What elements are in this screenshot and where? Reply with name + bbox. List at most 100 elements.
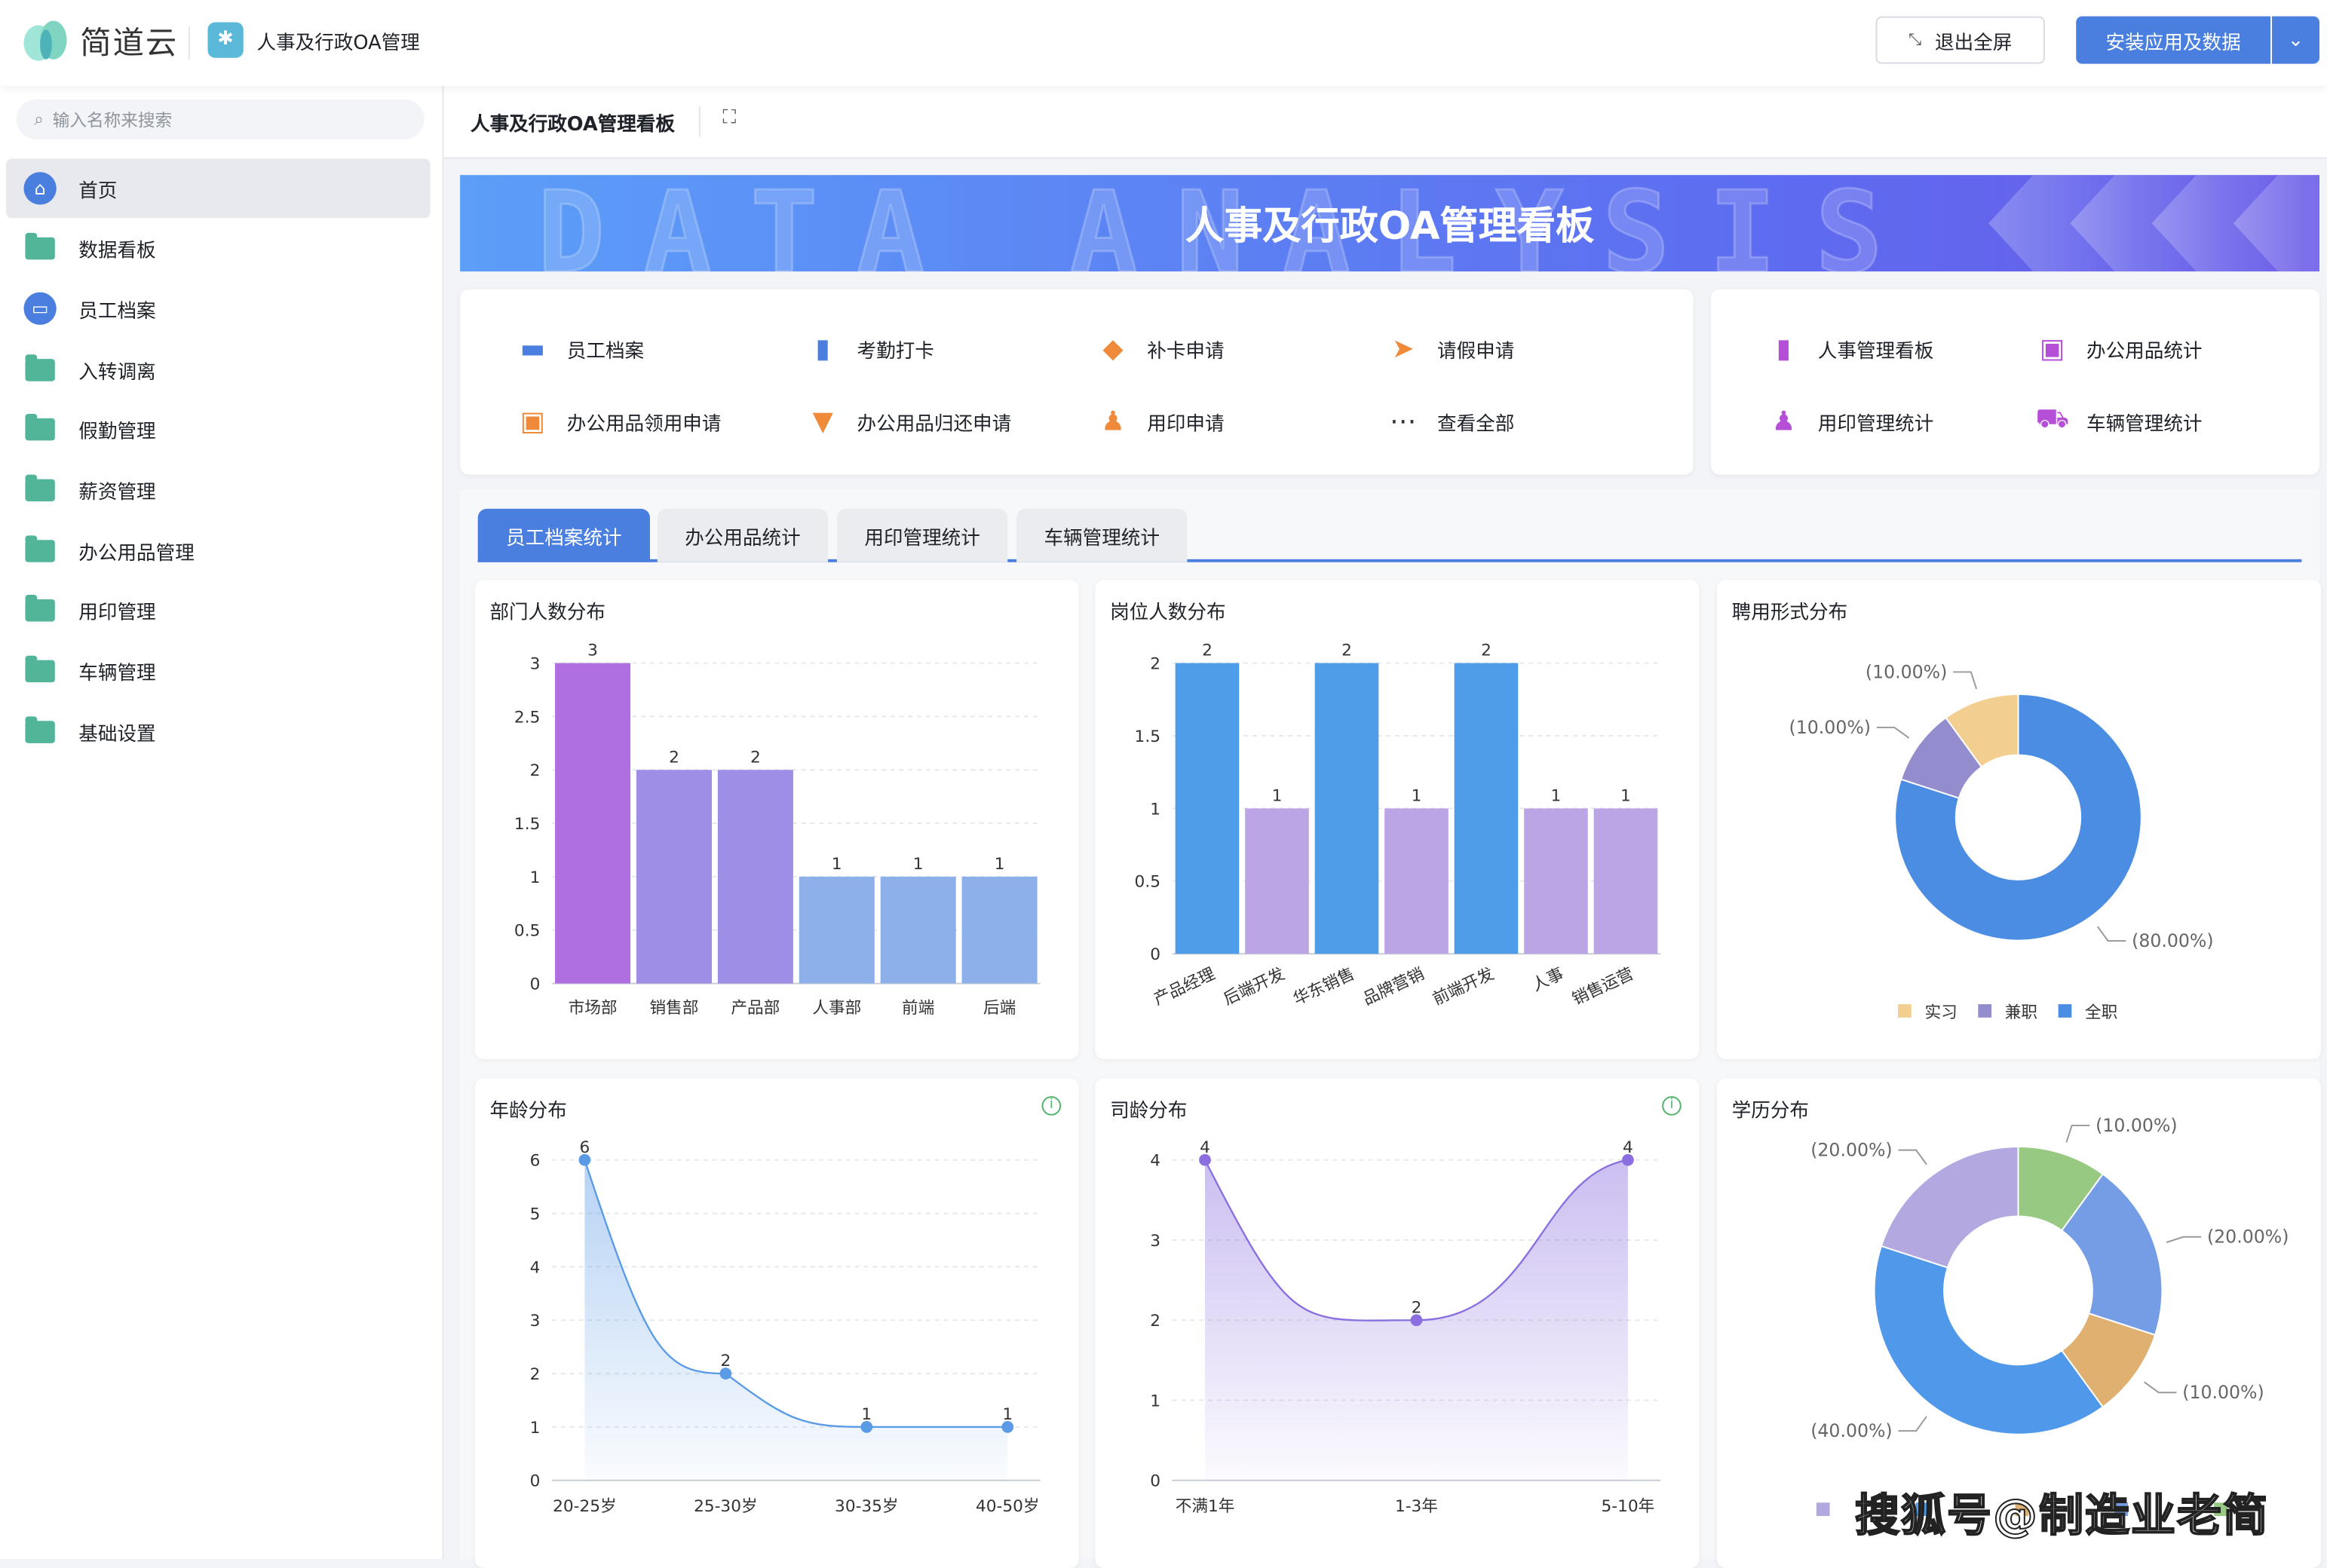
x-tick-label: 前端开发 (1430, 964, 1497, 1009)
x-tick-label: 市场部 (569, 999, 618, 1018)
bar[interactable] (1524, 808, 1588, 954)
y-tick-label: 2.5 (514, 708, 540, 727)
sidebar-item[interactable]: ⌂ 首页 (5, 158, 431, 219)
sidebar-item-label: 数据看板 (78, 240, 156, 263)
search-input[interactable]: ⌕ 输入名称来搜索 (16, 99, 425, 139)
bar[interactable] (1175, 663, 1240, 954)
bar[interactable] (1454, 663, 1519, 954)
shortcut-item[interactable]: ▬ 员工档案 (517, 332, 644, 365)
sidebar-item[interactable]: 假勤管理 (6, 400, 431, 460)
collapse-icon: ⤡ (1909, 29, 1922, 49)
sidebar-item[interactable]: 薪资管理 (6, 461, 431, 520)
report-item[interactable]: ⛟ 车辆管理统计 (2035, 403, 2202, 437)
data-label: 4 (1200, 1138, 1210, 1157)
info-icon[interactable]: i (1041, 1096, 1062, 1116)
shortcut-item[interactable]: ▣ 办公用品领用申请 (517, 405, 722, 437)
bar[interactable] (880, 876, 956, 984)
data-label: 1 (1412, 787, 1422, 806)
data-point[interactable] (1001, 1421, 1014, 1433)
label-leader-line (2096, 926, 2126, 942)
shortcut-item[interactable]: ➤ 请假申请 (1387, 332, 1514, 365)
exit-fullscreen-button[interactable]: ⤡ 退出全屏 (1875, 16, 2045, 64)
sidebar-item-label: 员工档案 (78, 301, 156, 323)
sidebar-item-label: 基础设置 (78, 723, 156, 746)
report-item[interactable]: ▣ 办公用品统计 (2036, 332, 2203, 365)
shortcut-item[interactable]: ▮ 考勤打卡 (807, 332, 934, 365)
shortcut-item[interactable]: ◆ 补卡申请 (1096, 332, 1224, 365)
data-label: 4 (1623, 1138, 1633, 1157)
box-icon: ▣ (520, 406, 546, 437)
bar[interactable] (1314, 663, 1379, 954)
y-tick-label: 6 (530, 1152, 541, 1171)
divider (698, 106, 701, 137)
slice-label: (20.00%) (2207, 1227, 2289, 1248)
shortcut-item[interactable]: ♟ 用印申请 (1096, 405, 1225, 437)
report-item[interactable]: ▮ 人事管理看板 (1767, 332, 1934, 365)
x-tick-label: 40-50岁 (976, 1497, 1039, 1516)
shortcut-item[interactable]: ▼ 办公用品归还申请 (807, 405, 1012, 437)
x-tick-label: 品牌营销 (1360, 964, 1427, 1009)
label-leader-line (1898, 1149, 1927, 1165)
tab[interactable]: 车辆管理统计 (1016, 508, 1188, 562)
bar[interactable] (1245, 808, 1309, 954)
legend-swatch (1898, 1004, 1912, 1018)
tab[interactable]: 用印管理统计 (836, 508, 1008, 562)
sidebar-item[interactable]: 数据看板 (6, 219, 431, 279)
pie-slice[interactable] (1880, 1146, 2019, 1269)
data-point[interactable] (860, 1421, 873, 1433)
data-point[interactable] (1622, 1153, 1634, 1166)
data-point[interactable] (719, 1367, 732, 1380)
install-dropdown-chevron-down-icon[interactable]: ⌄ (2287, 29, 2304, 51)
sidebar: ⌕ 输入名称来搜索 ⌂ 首页数据看板 ▭ 员工档案入转调离假勤管理薪资管理 办公用品管理用… (0, 86, 444, 1560)
x-tick-label: 华东销售 (1290, 964, 1357, 1009)
app-title[interactable]: 人事及行政OA管理 (256, 32, 420, 55)
bar[interactable] (961, 876, 1038, 984)
data-point[interactable] (1410, 1314, 1423, 1327)
bar[interactable] (555, 663, 631, 984)
pie-slice[interactable] (2060, 1173, 2163, 1337)
y-tick-label: 0 (530, 975, 541, 994)
legend-swatch (2114, 1502, 2129, 1516)
label-leader-line (1876, 727, 1910, 739)
sidebar-item[interactable]: 基础设置 (6, 702, 431, 761)
report-item[interactable]: ♟ 用印管理统计 (1767, 405, 1934, 437)
pie-slice[interactable] (1873, 1245, 2105, 1435)
series-line (584, 1159, 1008, 1429)
tab[interactable]: 办公用品统计 (657, 508, 829, 562)
bar[interactable] (717, 770, 793, 984)
shortcut-label: 查看全部 (1437, 413, 1515, 436)
sidebar-item[interactable]: ▭ 员工档案 (6, 280, 431, 339)
data-label: 2 (1202, 642, 1213, 660)
page-title: 人事及行政OA管理看板 (470, 114, 675, 137)
data-point[interactable] (578, 1153, 591, 1166)
tag-icon: ◆ (1102, 332, 1124, 365)
area-fill (584, 1159, 1008, 1481)
sidebar-item[interactable]: 用印管理 (6, 581, 431, 641)
bar[interactable] (799, 876, 875, 984)
x-tick-label: 不满1年 (1176, 1497, 1235, 1516)
shortcut-item[interactable]: ⋯ 查看全部 (1387, 405, 1514, 437)
bar[interactable] (1384, 808, 1449, 954)
fullscreen-expand-icon[interactable]: ⛶ (722, 106, 737, 130)
sidebar-item-label: 假勤管理 (78, 421, 156, 444)
data-point[interactable] (1199, 1153, 1211, 1166)
info-icon[interactable]: i (1662, 1096, 1682, 1116)
sidebar-item[interactable]: 入转调离 (6, 340, 431, 400)
sidebar-item[interactable]: 办公用品管理 (6, 521, 431, 580)
install-button[interactable]: 安装应用及数据 (2076, 16, 2273, 64)
bar[interactable] (636, 770, 712, 984)
x-tick-label: 产品部 (731, 999, 780, 1018)
chart-card-employ: 聘用形式分布 (80.00%) (10.00%) (10.00%) 实习 兼职 全职 (1716, 580, 2321, 1059)
tab[interactable]: 员工档案统计 (477, 508, 650, 562)
y-tick-label: 5 (530, 1205, 541, 1223)
id-card-icon: ▬ (520, 332, 546, 365)
sidebar-item[interactable]: 车辆管理 (6, 642, 431, 701)
sidebar-item-label: 入转调离 (78, 361, 156, 384)
x-tick-label: 20-25岁 (553, 1497, 616, 1516)
data-label: 2 (1341, 642, 1352, 660)
pie-slice[interactable] (1894, 693, 2142, 942)
pie-slice[interactable] (1945, 693, 2019, 768)
bar[interactable] (1593, 808, 1658, 954)
chart-card-tenure: 司龄分布 i 0 1 2 3 4 4 不满1年 2 1-3年 4 5-10年 (1095, 1078, 1700, 1568)
y-tick-label: 0 (1150, 1472, 1160, 1491)
